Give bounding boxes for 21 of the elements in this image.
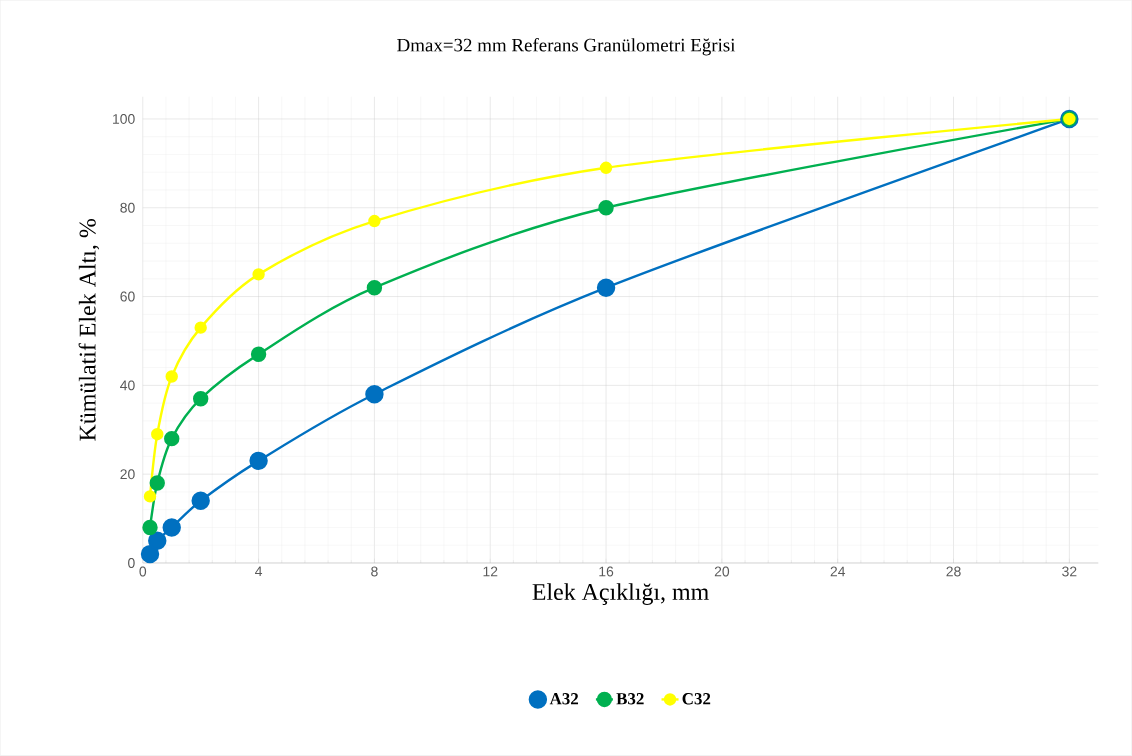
y-tick-label: 0 <box>128 558 135 569</box>
x-tick-label: 16 <box>599 566 614 577</box>
x-tick-label: 24 <box>830 566 846 577</box>
y-tick-label: 40 <box>120 380 135 391</box>
legend-label: B32 <box>616 693 644 705</box>
x-tick-label: 8 <box>371 566 378 577</box>
y-axis-title: Kümülatif Elek Altı, % <box>78 219 100 441</box>
x-tick-label: 12 <box>483 566 498 577</box>
x-tick-label: 28 <box>946 566 961 577</box>
x-axis-title: Elek Açıklığı, mm <box>532 583 709 606</box>
legend-label: C32 <box>682 693 711 705</box>
chart-title: Dmax=32 mm Referans Granülometri Eğrisi <box>397 38 736 56</box>
y-tick-label: 80 <box>120 202 135 213</box>
y-tick-label: 20 <box>120 469 135 480</box>
x-tick-label: 4 <box>255 566 263 577</box>
legend-label: A32 <box>549 693 579 705</box>
x-tick-label: 0 <box>139 566 147 577</box>
y-tick-label: 60 <box>120 291 135 302</box>
x-tick-label: 20 <box>714 566 730 577</box>
x-tick-label: 32 <box>1062 566 1077 577</box>
y-tick-label: 100 <box>113 114 135 124</box>
